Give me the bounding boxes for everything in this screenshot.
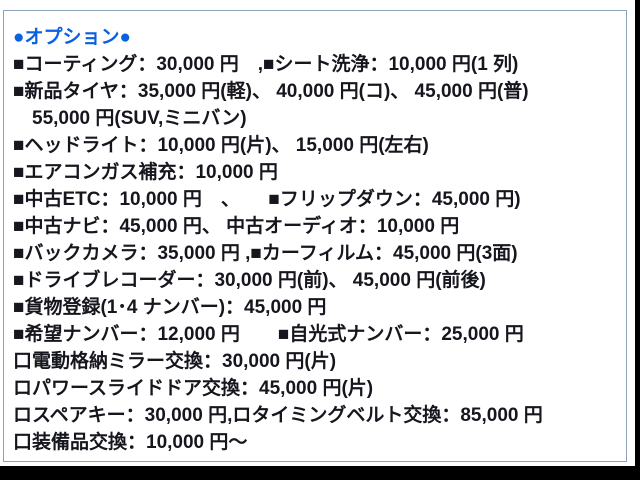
options-panel: ●オプション● ■コーティング：30,000 円 ,■シート洗浄：10,000 … [13,24,628,456]
option-line: ロパワースライドドア交換：45,000 円(片) [13,378,374,399]
section-heading: ●オプション● [13,27,131,48]
option-line: ■ヘッドライト：10,000 円(片)、 15,000 円(左右) [13,135,429,156]
option-line: ■エアコンガス補充：10,000 円 [13,162,278,183]
option-line: 口電動格納ミラー交換：30,000 円(片) [13,351,337,372]
option-line: ■バックカメラ：35,000 円 ,■カーフィルム：45,000 円(3面) [13,243,518,264]
options-lines: ■コーティング：30,000 円 ,■シート洗浄：10,000 円(1 列) ■新… [13,51,628,456]
option-line: ■中古ETC：10,000 円 、 ■フリップダウン：45,000 円) [13,189,521,210]
option-line: ■中古ナビ：45,000 円、 中古オーディオ：10,000 円 [13,216,460,237]
option-line: 55,000 円(SUV,ミニバン) [13,108,247,129]
option-line: ■コーティング：30,000 円 ,■シート洗浄：10,000 円(1 列) [13,54,519,75]
option-line: ロスペアキー：30,000 円,ロタイミングベルト交換：85,000 円 [13,405,543,426]
option-line: ■新品タイヤ：35,000 円(軽)、 40,000 円(コ)、 45,000 … [13,81,529,102]
photo-edge-bottom [0,466,640,480]
option-line: ■ドライブレコーダー：30,000 円(前)、 45,000 円(前後) [13,270,486,291]
option-line: ■貨物登録(1･4 ナンバー)：45,000 円 [13,297,327,318]
photo-edge-right [635,0,640,480]
option-line: 口装備品交換：10,000 円～ [13,432,248,453]
option-line: ■希望ナンバー：12,000 円 ■自光式ナンバー：25,000 円 [13,324,524,345]
frame-border [3,10,627,462]
